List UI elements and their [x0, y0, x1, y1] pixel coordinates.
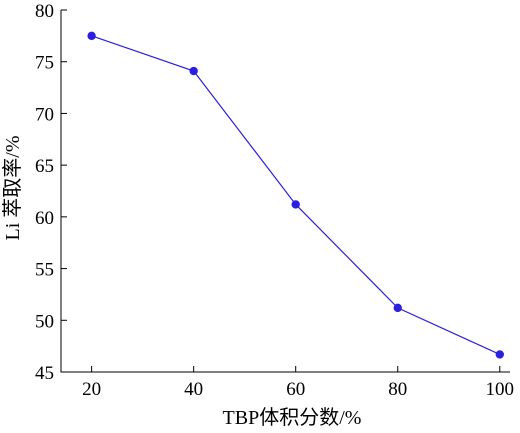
x-axis-label: TBP体积分数/% [223, 406, 362, 429]
data-point [189, 66, 198, 76]
data-point [495, 350, 504, 359]
y-axis-label: Li 萃取率/% [1, 136, 24, 241]
y-tick-label: 65 [35, 156, 54, 177]
series-line [91, 35, 501, 355]
x-ticks: 20 40 60 80 100 [82, 366, 514, 400]
series-group [87, 31, 504, 359]
data-point [393, 303, 402, 313]
y-ticks: 45 50 55 60 65 70 75 80 [35, 1, 67, 384]
x-tick-label: 60 [286, 379, 305, 400]
x-tick-label: 40 [184, 379, 203, 400]
y-tick-label: 75 [35, 53, 54, 74]
data-point [291, 200, 300, 209]
x-tick-label: 100 [486, 379, 515, 400]
x-tick-label: 20 [82, 379, 101, 400]
y-tick-label: 60 [35, 208, 54, 229]
y-tick-label: 45 [35, 363, 54, 384]
y-tick-label: 55 [35, 260, 54, 281]
y-tick-label: 70 [35, 104, 54, 125]
y-tick-label: 80 [35, 1, 54, 22]
data-point [87, 31, 96, 41]
y-tick-label: 50 [35, 311, 54, 332]
x-tick-label: 80 [388, 379, 407, 400]
